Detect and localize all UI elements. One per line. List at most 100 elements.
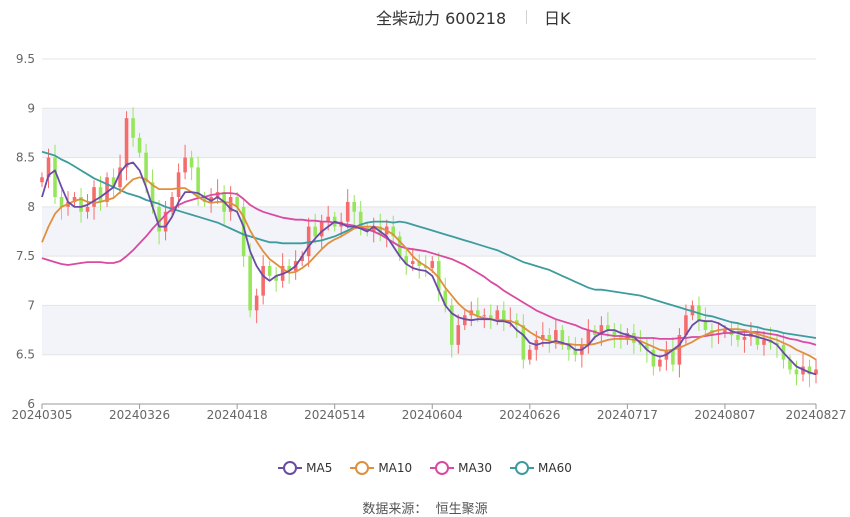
candle-body xyxy=(612,330,617,335)
candle-body xyxy=(560,330,565,345)
x-tick-label: 20240418 xyxy=(207,408,268,422)
candle xyxy=(261,255,265,305)
candle-body xyxy=(502,310,506,321)
candle-body xyxy=(189,157,194,168)
period-label: 日K xyxy=(544,9,571,28)
candle-body xyxy=(410,261,415,265)
candle-body xyxy=(475,310,480,316)
legend-swatch-ma10 xyxy=(350,461,375,475)
candle-body xyxy=(248,256,252,311)
candle-body xyxy=(521,325,526,360)
source-label: 数据来源： xyxy=(362,502,428,517)
candle xyxy=(248,243,252,318)
x-tick-label: 20240717 xyxy=(597,408,658,422)
candle xyxy=(449,298,454,358)
candle-body xyxy=(274,275,278,281)
grid-band xyxy=(42,206,816,257)
candle xyxy=(85,194,90,219)
candle-body xyxy=(736,335,740,340)
candle-body xyxy=(573,349,578,355)
candle xyxy=(801,353,805,382)
legend-item-ma5[interactable]: MA5 xyxy=(278,461,332,475)
candle-body xyxy=(658,359,662,367)
candle-body xyxy=(449,305,454,345)
candle-body xyxy=(814,369,818,375)
legend-item-ma10[interactable]: MA10 xyxy=(350,461,412,475)
candle-body xyxy=(352,201,356,212)
legend-item-ma60[interactable]: MA60 xyxy=(510,461,572,475)
candle xyxy=(274,266,278,292)
candle-body xyxy=(456,325,461,345)
candle-body xyxy=(53,157,57,197)
candle-body xyxy=(137,137,142,153)
candle-body xyxy=(300,256,304,262)
candle-body xyxy=(690,305,695,316)
x-tick-label: 20240807 xyxy=(694,408,755,422)
candle-body xyxy=(443,290,448,306)
candle-body xyxy=(313,226,317,237)
candle-body xyxy=(46,157,51,178)
candle xyxy=(651,338,656,376)
candle xyxy=(794,360,799,386)
candle xyxy=(124,111,129,181)
candle xyxy=(183,144,187,180)
candlestick-chart: 9.5 9 8.5 8 7.5 7 6.5 6 20240305 20240326 2024041… xyxy=(11,52,846,422)
candle-body xyxy=(482,315,487,317)
candle-body xyxy=(495,310,500,321)
candle-body xyxy=(287,266,291,271)
ma10-line xyxy=(41,176,817,361)
candle xyxy=(202,192,207,207)
candle xyxy=(254,288,259,324)
candle-body xyxy=(170,197,174,212)
candle-body xyxy=(645,344,649,350)
candle-body xyxy=(541,335,545,340)
candle-body xyxy=(417,261,422,266)
candle-body xyxy=(684,315,688,335)
candle-body xyxy=(489,315,493,321)
candle-body xyxy=(267,266,272,276)
candle-body xyxy=(547,335,552,340)
moving-average-lines xyxy=(41,150,817,376)
candle-body xyxy=(586,330,591,345)
candle xyxy=(736,322,740,347)
candle xyxy=(404,247,409,275)
ma30-line xyxy=(41,192,817,346)
ma5-line xyxy=(41,161,817,376)
legend-label-ma60: MA60 xyxy=(538,461,572,475)
candle-body xyxy=(462,315,467,326)
candle xyxy=(170,192,174,217)
x-tick-label: 20240827 xyxy=(785,408,846,422)
y-tick-label: 8.5 xyxy=(16,151,35,165)
legend-label-ma30: MA30 xyxy=(458,461,493,475)
candle-body xyxy=(567,344,571,350)
candle xyxy=(53,144,57,204)
legend-label-ma5: MA5 xyxy=(306,461,333,475)
candle xyxy=(72,192,77,207)
x-tick-label: 20240626 xyxy=(499,408,560,422)
candle xyxy=(599,316,604,346)
candle-body xyxy=(92,187,96,207)
x-tick-label: 20240604 xyxy=(402,408,463,422)
candle-body xyxy=(788,359,792,370)
candle-body xyxy=(762,339,766,345)
candle-body xyxy=(599,325,604,335)
candle xyxy=(352,195,356,225)
candle-body xyxy=(72,197,77,202)
candle-body xyxy=(196,167,200,197)
y-axis: 9.5 9 8.5 8 7.5 7 6.5 6 xyxy=(16,52,35,411)
candle-body xyxy=(651,349,656,367)
candle xyxy=(391,215,396,246)
legend-item-ma30[interactable]: MA30 xyxy=(430,461,492,475)
candle-body xyxy=(254,295,259,311)
candle xyxy=(46,148,51,189)
candle xyxy=(358,200,363,236)
candle xyxy=(586,319,591,354)
x-tick-label: 20240305 xyxy=(11,408,72,422)
candle-body xyxy=(306,226,311,257)
candle xyxy=(456,314,461,354)
candle xyxy=(528,344,532,365)
candle-body xyxy=(404,256,409,265)
candle-body xyxy=(671,349,675,365)
candle-body xyxy=(241,206,246,257)
candle xyxy=(671,336,675,372)
